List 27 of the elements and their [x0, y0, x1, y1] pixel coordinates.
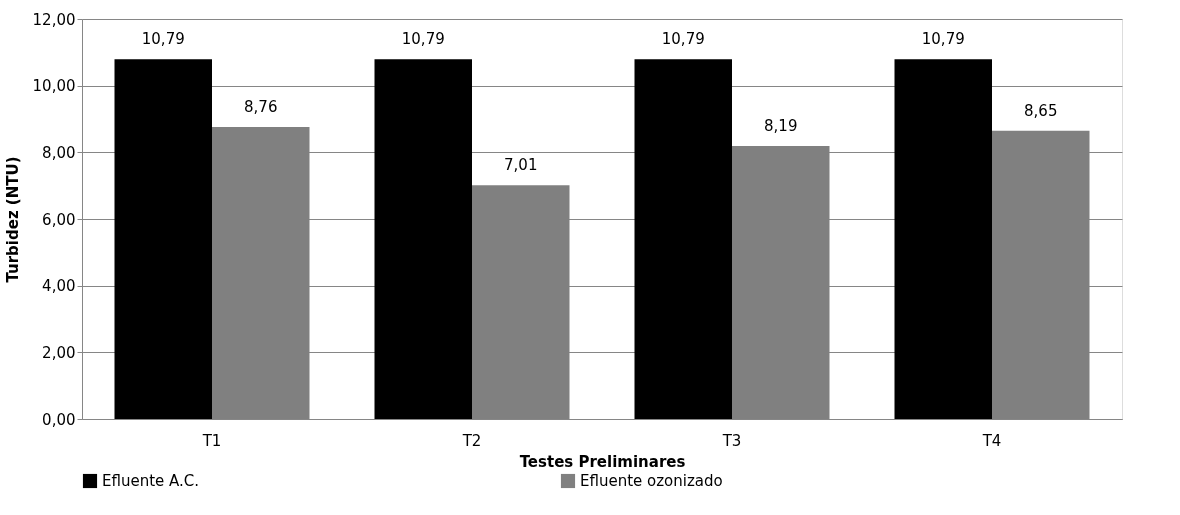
- legend-label: Efluente ozonizado: [580, 472, 723, 490]
- data-label: 8,76: [244, 98, 278, 116]
- y-tick-label: 0,00: [42, 410, 76, 429]
- y-tick-label: 12,00: [32, 10, 76, 29]
- data-label: 10,79: [401, 30, 445, 49]
- data-label: 8,65: [1024, 101, 1058, 120]
- data-label: 7,01: [504, 156, 538, 175]
- data-label: 10,79: [661, 30, 705, 49]
- bar: [114, 59, 212, 419]
- y-tick-label: 8,00: [42, 143, 76, 162]
- data-label: 8,19: [764, 117, 798, 135]
- x-axis-title: Testes Preliminares: [519, 452, 686, 471]
- data-label: 10,79: [921, 30, 965, 49]
- bar: [374, 59, 472, 419]
- data-label: 10,79: [141, 30, 185, 49]
- y-tick-label: 2,00: [42, 343, 76, 362]
- legend-label: Efluente A.C.: [102, 472, 200, 490]
- bar: [894, 59, 992, 419]
- y-axis-title: Turbidez (NTU): [3, 156, 22, 283]
- x-tick-label: T1: [201, 431, 222, 450]
- x-tick-label: T4: [981, 431, 1002, 450]
- y-tick-label: 10,00: [32, 77, 76, 96]
- y-tick-label: 6,00: [42, 210, 76, 229]
- x-tick-label: T3: [721, 431, 742, 450]
- bar: [634, 59, 732, 419]
- x-tick-label: T2: [461, 431, 482, 450]
- y-tick-label: 4,00: [42, 277, 76, 296]
